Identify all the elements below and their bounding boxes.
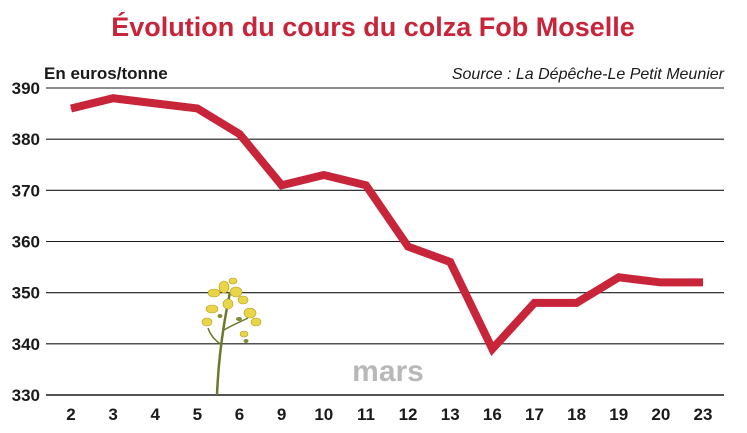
data-point: [533, 302, 535, 304]
rapeseed-flower-icon: [201, 277, 262, 396]
series-line: [70, 94, 703, 357]
y-tick-label: 350: [12, 284, 40, 303]
data-point: [365, 184, 367, 186]
period-label: mars: [352, 355, 424, 388]
gridlines: [46, 87, 724, 396]
x-tick-label: 9: [277, 405, 286, 424]
x-tick-label: 23: [694, 405, 713, 424]
x-tick-label: 4: [151, 405, 161, 424]
x-axis-ticks: 2 3 4 5 6 9 10 11 12 13 16 17 18 19 20 23: [66, 405, 712, 424]
x-tick-label: 11: [357, 405, 375, 424]
x-tick-label: 19: [609, 405, 628, 424]
data-point: [239, 133, 241, 135]
y-tick-label: 340: [12, 335, 40, 354]
data-point: [281, 184, 283, 186]
data-point: [154, 102, 156, 104]
data-point: [660, 281, 662, 283]
data-point: [323, 174, 325, 176]
source-label: Source : La Dépêche-Le Petit Meunier: [452, 66, 725, 83]
y-tick-label: 390: [12, 79, 40, 98]
x-tick-label: 6: [235, 405, 244, 424]
data-point: [70, 107, 72, 109]
data-point: [196, 107, 198, 109]
x-tick-label: 12: [399, 405, 418, 424]
x-tick-label: 2: [66, 405, 75, 424]
data-point: [407, 246, 409, 248]
data-point: [618, 276, 620, 278]
data-point: [449, 261, 451, 263]
x-tick-label: 20: [651, 405, 670, 424]
x-tick-label: 18: [567, 405, 586, 424]
y-axis-ticks: 330 340 350 360 370 380 390: [12, 79, 40, 405]
x-tick-label: 17: [525, 405, 544, 424]
y-tick-label: 380: [12, 130, 40, 149]
data-point: [112, 97, 114, 99]
x-tick-label: 13: [441, 405, 460, 424]
data-point: [491, 348, 493, 350]
y-tick-label: 370: [12, 181, 40, 200]
unit-label: En euros/tonne: [44, 64, 168, 83]
data-point: [576, 302, 578, 304]
x-tick-label: 3: [108, 405, 117, 424]
x-tick-label: 10: [314, 405, 333, 424]
series-group: [70, 94, 704, 357]
y-tick-label: 360: [12, 233, 40, 252]
data-point: [702, 281, 704, 283]
x-tick-label: 16: [483, 405, 502, 424]
y-tick-label: 330: [12, 386, 40, 405]
chart-title: Évolution du cours du colza Fob Moselle: [111, 11, 635, 42]
x-tick-label: 5: [193, 405, 202, 424]
